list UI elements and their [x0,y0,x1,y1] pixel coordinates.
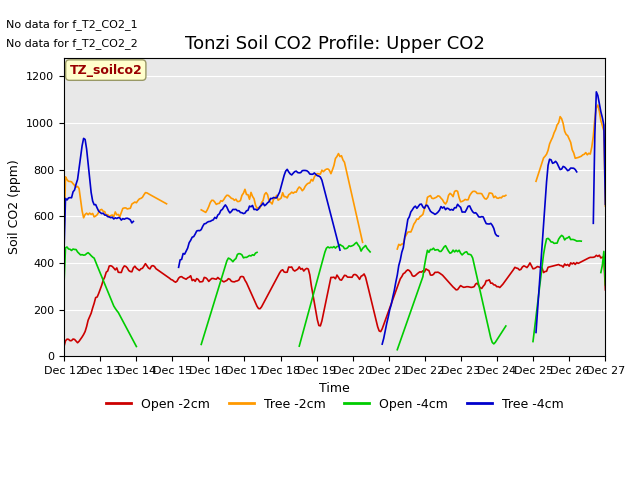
Tree -2cm [573,155,580,161]
Open -2cm [249,293,257,299]
Open -2cm [60,344,68,349]
Open -4cm [298,332,306,338]
Tree -4cm [602,202,609,207]
Tree -2cm [298,188,306,193]
Open -4cm [60,281,68,287]
Open -2cm [127,269,134,275]
Open -4cm [602,282,609,288]
Tree -2cm [60,233,68,239]
Open -4cm [573,238,580,244]
Tree -4cm [250,206,258,212]
Line: Open -4cm: Open -4cm [64,235,605,350]
Open -2cm [239,274,247,280]
Title: Tonzi Soil CO2 Profile: Upper CO2: Tonzi Soil CO2 Profile: Upper CO2 [185,35,484,53]
Open -2cm [297,266,305,272]
Open -4cm [250,252,258,258]
X-axis label: Time: Time [319,382,350,395]
Open -2cm [595,252,603,258]
Tree -4cm [60,249,68,254]
Tree -2cm [602,204,609,209]
Line: Tree -4cm: Tree -4cm [64,92,605,344]
Tree -4cm [127,217,134,223]
Open -2cm [572,262,579,267]
Text: TZ_soilco2: TZ_soilco2 [69,63,142,77]
Line: Tree -2cm: Tree -2cm [64,105,605,249]
Open -2cm [602,287,609,293]
Legend: Open -2cm, Tree -2cm, Open -4cm, Tree -4cm: Open -2cm, Tree -2cm, Open -4cm, Tree -4… [101,393,568,416]
Open -4cm [223,258,230,264]
Tree -4cm [573,169,580,175]
Tree -2cm [241,186,249,192]
Tree -4cm [223,204,230,210]
Open -2cm [221,278,229,284]
Open -4cm [127,332,134,338]
Text: No data for f_T2_CO2_1: No data for f_T2_CO2_1 [6,19,138,30]
Open -4cm [241,254,249,260]
Y-axis label: Soil CO2 (ppm): Soil CO2 (ppm) [8,159,20,254]
Tree -2cm [127,205,134,211]
Tree -2cm [223,192,230,198]
Tree -4cm [241,210,249,216]
Tree -4cm [298,168,306,174]
Text: No data for f_T2_CO2_2: No data for f_T2_CO2_2 [6,38,138,49]
Tree -2cm [250,196,258,202]
Line: Open -2cm: Open -2cm [64,255,605,347]
